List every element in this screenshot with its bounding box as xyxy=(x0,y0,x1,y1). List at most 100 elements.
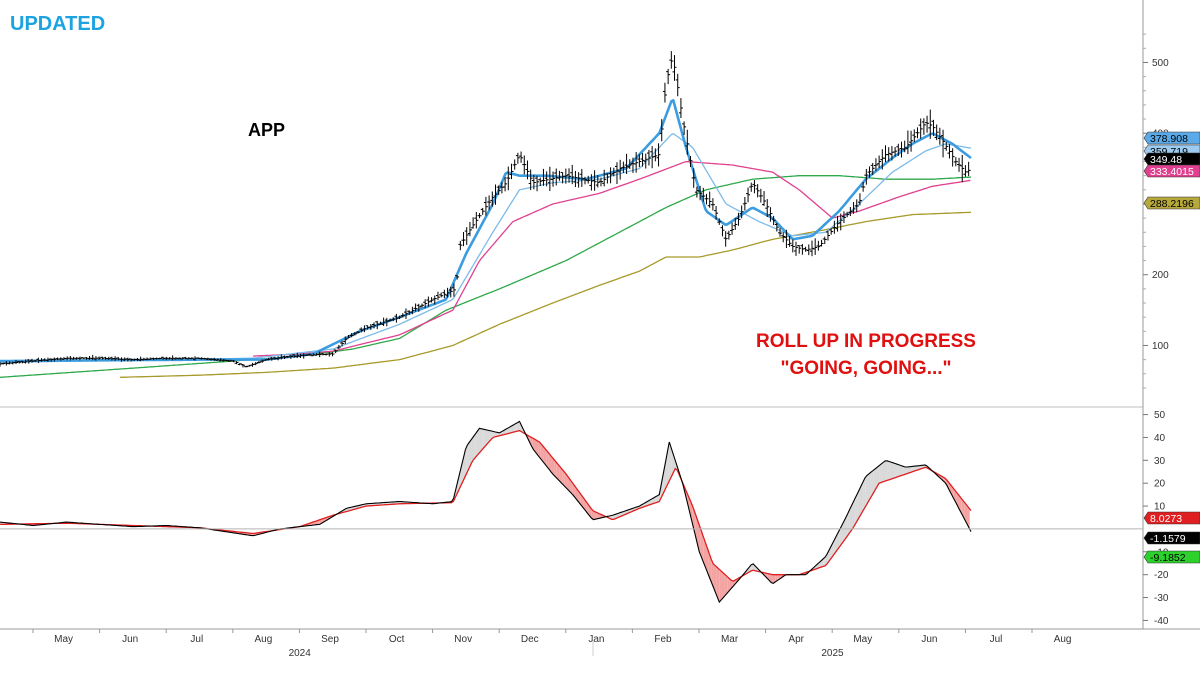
osc-badge-0-bg xyxy=(1143,511,1200,525)
osc-fill-up xyxy=(876,465,880,488)
roll-up-annotation-line2: "GOING, GOING..." xyxy=(780,358,951,379)
osc-fill-down xyxy=(535,439,539,456)
osc-fill-down xyxy=(538,441,541,459)
price-badge-3-text: 333.4015 xyxy=(1150,166,1194,178)
osc-fill-down xyxy=(551,456,555,476)
osc-fill-up xyxy=(847,509,850,537)
price-badge-4-bg xyxy=(1143,196,1200,210)
axes: 1002003004005005040302010-10-20-30-40May… xyxy=(0,0,1200,659)
month-label: Feb xyxy=(654,634,672,645)
chart-title: APP xyxy=(248,120,285,140)
osc-fill-up xyxy=(868,472,872,502)
osc-fill-up xyxy=(655,495,659,503)
osc-fill-down xyxy=(700,528,704,562)
osc-fill-down xyxy=(724,574,728,597)
osc-fill-down xyxy=(556,462,560,481)
osc-fill-up xyxy=(897,464,901,477)
osc-fill-up xyxy=(884,460,888,482)
osc-fill-down xyxy=(713,564,717,596)
price-badge-0: 378.908 xyxy=(1143,131,1200,145)
price-badge-0-bg xyxy=(1143,131,1200,145)
osc-fill-up xyxy=(887,460,890,481)
osc-fill-down xyxy=(716,566,720,603)
osc-ytick-label: -20 xyxy=(1154,570,1169,581)
osc-fill-up xyxy=(863,476,866,511)
osc-fill-up xyxy=(900,465,904,476)
osc-fill-up xyxy=(871,469,874,497)
osc-ytick-label: 30 xyxy=(1154,456,1166,467)
osc-fill-up xyxy=(857,487,861,520)
month-label: May xyxy=(853,634,872,645)
osc-fill-up xyxy=(663,459,666,494)
osc-badge-2: -9.1852 xyxy=(1143,550,1200,564)
price-ytick-label: 100 xyxy=(1152,341,1169,352)
month-label: Oct xyxy=(389,634,405,645)
osc-fill-up xyxy=(849,503,853,533)
osc-badge-2-bg xyxy=(1143,550,1200,564)
osc-fill-up xyxy=(476,428,480,456)
osc-fill-up xyxy=(466,442,469,475)
month-label: Jul xyxy=(990,634,1003,645)
osc-fill-up xyxy=(482,428,485,450)
osc-fill-down xyxy=(961,498,965,519)
osc-fill-down xyxy=(540,443,544,463)
osc-fill-down xyxy=(964,502,968,524)
osc-fill-up xyxy=(511,424,515,433)
osc-fill-down xyxy=(548,453,552,473)
osc-fill-down xyxy=(695,513,698,547)
osc-fill-down xyxy=(721,571,725,600)
osc-fill-down xyxy=(567,475,571,492)
osc-fill-down xyxy=(562,469,565,487)
price-ytick-label: 500 xyxy=(1152,58,1169,69)
month-label: Dec xyxy=(521,634,539,645)
month-label: Jun xyxy=(122,634,138,645)
osc-fill-up xyxy=(460,457,464,486)
osc-fill-up xyxy=(753,564,757,572)
price-badge-3-bg xyxy=(1143,164,1200,178)
osc-ytick-label: 10 xyxy=(1154,502,1166,513)
osc-fill-up xyxy=(492,431,496,438)
osc-badge-1-text: -1.1579 xyxy=(1150,533,1186,545)
osc-fill-up xyxy=(873,467,877,493)
osc-fill-up xyxy=(484,429,488,447)
price-badge-0-text: 378.908 xyxy=(1150,133,1188,145)
month-label: Jul xyxy=(190,634,203,645)
osc-ytick-label: -30 xyxy=(1154,593,1169,604)
osc-fill-up xyxy=(516,421,520,432)
osc-ytick-label: 50 xyxy=(1154,410,1166,421)
ma-line-3 xyxy=(0,175,972,378)
osc-fill-up xyxy=(881,461,885,483)
updated-label: UPDATED xyxy=(10,13,105,35)
osc-fill-up xyxy=(471,435,475,464)
osc-badge-1-bg xyxy=(1143,531,1200,545)
osc-ytick-label: 20 xyxy=(1154,479,1166,490)
oscillator-panel xyxy=(0,420,972,604)
osc-ytick-label: 40 xyxy=(1154,433,1166,444)
osc-fill-down xyxy=(767,573,770,582)
osc-fill-up xyxy=(860,481,864,516)
month-label: Jun xyxy=(921,634,937,645)
osc-fill-up xyxy=(839,525,842,548)
osc-fill-up xyxy=(514,422,517,432)
price-ytick-label: 200 xyxy=(1152,270,1169,281)
price-badge-4: 288.2196 xyxy=(1143,196,1200,210)
osc-fill-up xyxy=(865,474,869,507)
osc-fill-down xyxy=(727,576,730,593)
osc-fill-up xyxy=(855,492,858,525)
osc-fill-up xyxy=(468,439,472,469)
osc-fill-up xyxy=(841,520,845,544)
month-label: Jan xyxy=(588,634,604,645)
osc-fill-up xyxy=(852,498,856,529)
price-badge-2-bg xyxy=(1143,152,1200,166)
osc-fill-up xyxy=(519,421,523,433)
osc-fill-up xyxy=(474,431,477,459)
month-label: Nov xyxy=(454,634,472,645)
osc-fill-up xyxy=(879,463,882,484)
price-badge-2: 349.48 xyxy=(1143,152,1200,166)
price-bars xyxy=(0,51,971,368)
osc-fill-down xyxy=(564,472,568,490)
osc-badge-0-text: 8.0273 xyxy=(1150,513,1182,525)
